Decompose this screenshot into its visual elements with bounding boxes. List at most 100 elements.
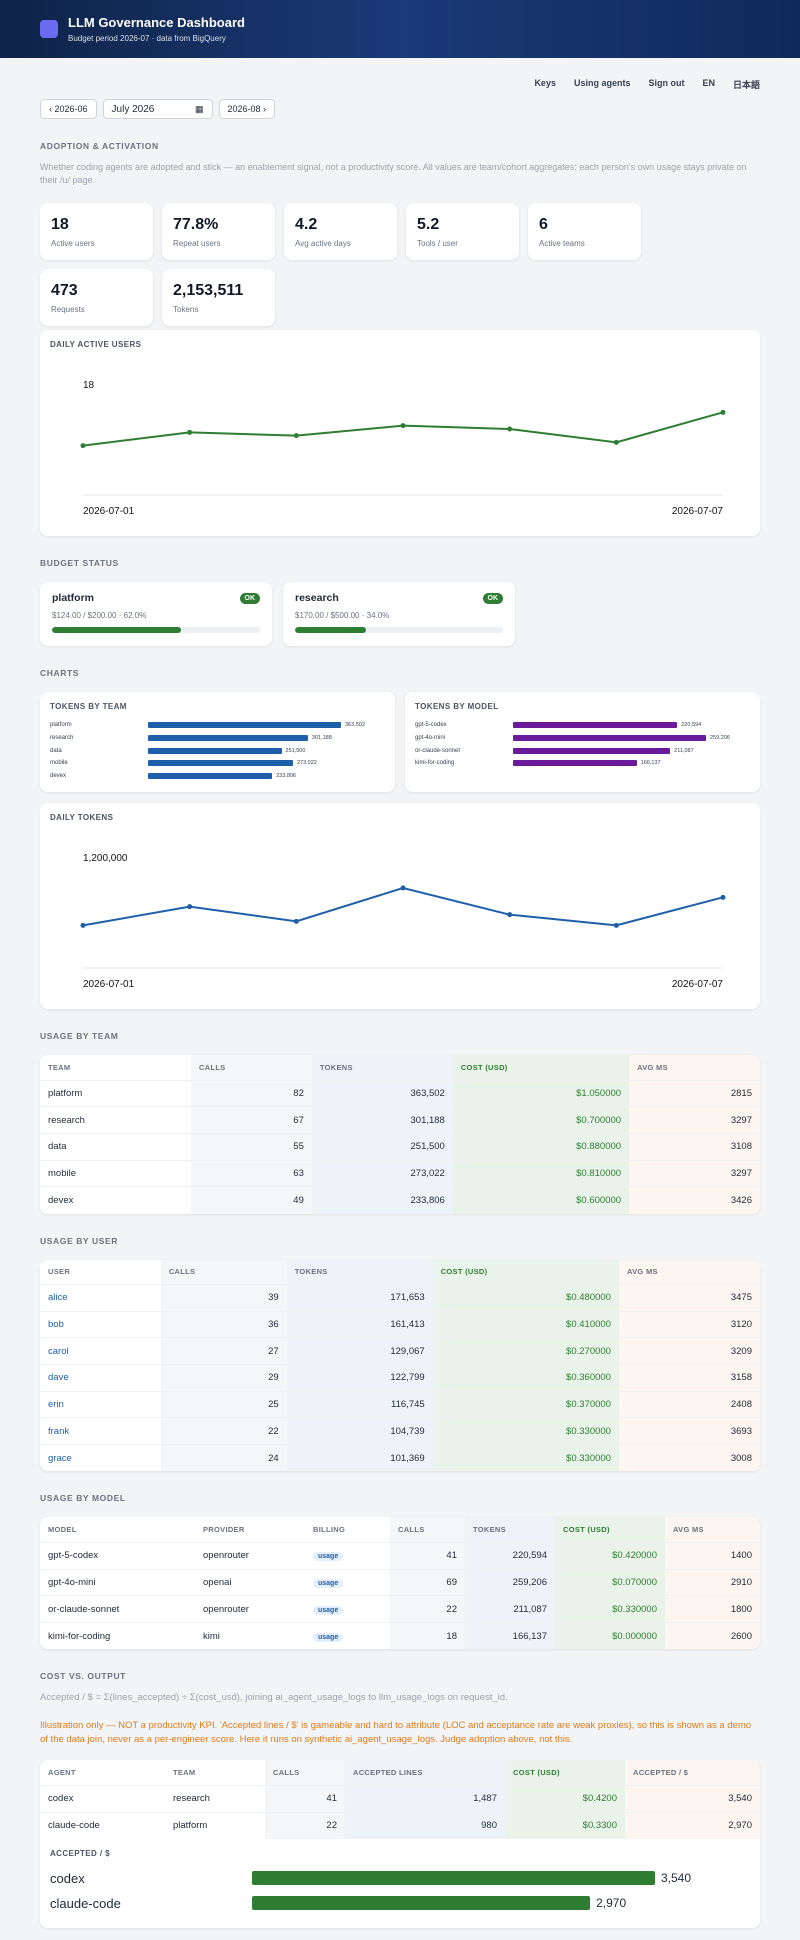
bar-label: data xyxy=(50,747,62,754)
model-table-title: USAGE BY MODEL xyxy=(40,1493,126,1504)
billing-badge: usage xyxy=(313,1578,344,1588)
data-point xyxy=(613,922,619,928)
column-header[interactable]: TOKENS xyxy=(286,1259,433,1285)
table-cell: 166,137 xyxy=(465,1621,555,1650)
table-cell: frank xyxy=(40,1417,161,1445)
column-header[interactable]: ACCEPTED / $ xyxy=(625,1760,760,1786)
data-point xyxy=(187,904,193,910)
table-cell: 122,799 xyxy=(286,1364,433,1392)
table-cell: $0.370000 xyxy=(432,1390,619,1418)
column-header[interactable]: CALLS xyxy=(160,1259,287,1285)
kpi-card: 18 Active users xyxy=(40,203,153,261)
table-cell: $0.360000 xyxy=(432,1364,619,1392)
column-header[interactable]: COST (USD) xyxy=(452,1055,630,1081)
next-period-button[interactable]: 2026-08 › xyxy=(218,99,276,119)
table-row: kimi-for-coding kimi usage 18 166,137 $0.0000… xyxy=(40,1621,760,1650)
month-input[interactable]: July 2026 ▦ xyxy=(102,99,213,119)
bar-row: or-claude-sonnet 211,087 xyxy=(415,744,750,757)
table-cell: platform xyxy=(165,1811,265,1839)
table-cell: grace xyxy=(40,1444,161,1472)
team-table-card: TEAM CALLS TOKENS COST (USD) AVG MS platform 8… xyxy=(40,1055,760,1214)
table-cell: 29 xyxy=(160,1364,287,1392)
column-header[interactable]: TOKENS xyxy=(311,1055,453,1081)
column-header[interactable]: COST (USD) xyxy=(555,1517,665,1543)
calendar-icon[interactable]: ▦ xyxy=(195,103,204,114)
user-link[interactable]: bob xyxy=(48,1319,64,1331)
nav-lang-ja[interactable]: 日本語 xyxy=(732,80,760,90)
table-cell: 171,653 xyxy=(286,1284,433,1312)
table-cell: openrouter xyxy=(195,1541,305,1570)
bar xyxy=(148,747,282,754)
table-cell: $0.700000 xyxy=(452,1106,630,1134)
column-header[interactable]: AGENT xyxy=(40,1760,165,1786)
user-link[interactable]: frank xyxy=(48,1425,70,1437)
table-row: dave 29 122,799 $0.360000 3158 xyxy=(40,1364,760,1392)
table-cell: $0.4200 xyxy=(505,1784,625,1813)
table-cell: bob xyxy=(40,1310,161,1338)
column-header[interactable]: COST (USD) xyxy=(505,1760,625,1786)
column-header[interactable]: AVG MS xyxy=(618,1259,760,1285)
agent-table: AGENT TEAM CALLS ACCEPTED LINES COST (USD) AC… xyxy=(40,1760,760,1839)
bar-row: devex 233,806 xyxy=(50,769,385,782)
column-header[interactable]: ACCEPTED LINES xyxy=(345,1760,505,1786)
prev-period-button[interactable]: ‹ 2026-06 xyxy=(40,99,97,119)
column-header[interactable]: TEAM xyxy=(40,1055,192,1081)
table-cell: usage xyxy=(305,1568,390,1596)
bar-row: data 251,500 xyxy=(50,744,385,757)
billing-badge: usage xyxy=(313,1552,344,1562)
column-header[interactable]: TEAM xyxy=(165,1760,265,1786)
table-cell: $0.600000 xyxy=(452,1186,630,1214)
data-point xyxy=(80,922,86,928)
bar-label: mobile xyxy=(50,760,68,767)
budget-cards: platform OK $124.00 / $200.00 · 62.0% resea… xyxy=(40,582,760,647)
column-header[interactable]: AVG MS xyxy=(665,1517,760,1543)
team-table-title: USAGE BY TEAM xyxy=(40,1031,119,1042)
cost-output-title: COST VS. OUTPUT xyxy=(40,1671,126,1682)
table-cell: 980 xyxy=(345,1811,505,1839)
tokens-by-model-card: TOKENS BY MODEL gpt-5-codex 220,594 gpt-4o… xyxy=(405,692,760,793)
budget-card-research: research OK $170.00 / $500.00 · 34.0% xyxy=(283,582,515,647)
column-header[interactable]: COST (USD) xyxy=(432,1259,619,1285)
column-header[interactable]: AVG MS xyxy=(629,1055,760,1081)
dau-chart-title: DAILY ACTIVE USERS xyxy=(50,340,142,350)
user-link[interactable]: dave xyxy=(48,1372,69,1384)
user-link[interactable]: grace xyxy=(48,1452,72,1464)
column-header[interactable]: PROVIDER xyxy=(195,1517,305,1543)
kpi-label: Repeat users xyxy=(173,239,221,249)
kpi-label: Requests xyxy=(51,305,85,315)
table-cell: dave xyxy=(40,1364,161,1392)
table-cell: codex xyxy=(40,1784,165,1813)
column-header[interactable]: BILLING xyxy=(305,1517,390,1543)
table-cell: research xyxy=(165,1784,265,1813)
table-cell: 39 xyxy=(160,1284,287,1312)
status-badge: OK xyxy=(482,592,503,604)
app-header: LLM Governance Dashboard Budget period 2… xyxy=(0,0,800,58)
bar xyxy=(513,734,706,741)
nav-sign-out[interactable]: Sign out xyxy=(648,78,685,88)
table-cell: usage xyxy=(305,1541,390,1570)
column-header[interactable]: MODEL xyxy=(40,1517,195,1543)
daily-tokens-line-chart: 1,200,000 2026-07-01 2026-07-07 xyxy=(80,853,726,990)
table-cell: 3158 xyxy=(618,1364,760,1392)
table-cell: 3297 xyxy=(629,1159,760,1187)
column-header[interactable]: USER xyxy=(40,1259,161,1285)
user-link[interactable]: erin xyxy=(48,1399,64,1411)
nav-lang-en[interactable]: EN xyxy=(702,78,715,88)
budget-progress-fill xyxy=(52,627,181,634)
nav-using-agents[interactable]: Using agents xyxy=(573,78,631,88)
x-start-label: 2026-07-01 xyxy=(83,979,135,990)
bar-value: 220,594 xyxy=(681,722,702,729)
column-header[interactable]: CALLS xyxy=(265,1760,345,1786)
accepted-per-dollar-chart: ACCEPTED / $ codex 3,540 claude-code 2,970 xyxy=(40,1839,760,1928)
model-table: MODEL PROVIDER BILLING CALLS TOKENS COST (USD… xyxy=(40,1517,760,1650)
column-header[interactable]: CALLS xyxy=(191,1055,312,1081)
nav-keys[interactable]: Keys xyxy=(534,78,556,88)
table-cell: 1,487 xyxy=(345,1784,505,1813)
column-header[interactable]: CALLS xyxy=(390,1517,465,1543)
table-cell: 3209 xyxy=(618,1337,760,1365)
user-link[interactable]: carol xyxy=(48,1345,69,1357)
table-cell: 233,806 xyxy=(311,1186,453,1214)
user-link[interactable]: alice xyxy=(48,1292,68,1304)
column-header[interactable]: TOKENS xyxy=(465,1517,555,1543)
table-cell: usage xyxy=(305,1595,390,1623)
